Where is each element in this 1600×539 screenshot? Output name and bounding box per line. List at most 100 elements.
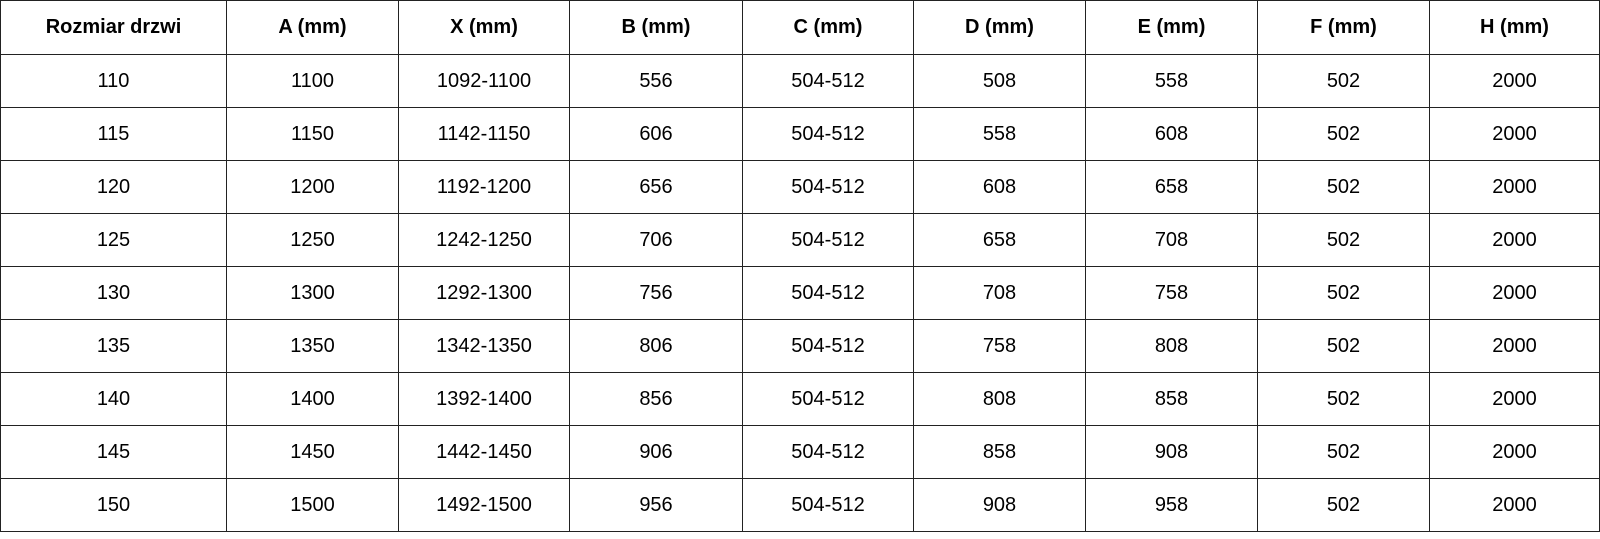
- table-cell: 502: [1257, 425, 1430, 479]
- table-cell: 504-512: [742, 213, 914, 267]
- table-cell: 1300: [226, 266, 399, 320]
- table-cell: 145: [0, 425, 227, 479]
- table-cell: 956: [569, 478, 743, 532]
- column-header: B (mm): [569, 0, 743, 55]
- table-cell: 2000: [1429, 54, 1600, 108]
- table-cell: 1150: [226, 107, 399, 161]
- table-row: 135 1350 1342-1350 806 504-512 758 808 502 2000: [0, 319, 1600, 373]
- table-cell: 120: [0, 160, 227, 214]
- table-cell: 2000: [1429, 372, 1600, 426]
- table-cell: 504-512: [742, 107, 914, 161]
- header-row: Rozmiar drzwi A (mm) X (mm) B (mm) C (mm) D (…: [0, 0, 1600, 55]
- table-cell: 502: [1257, 213, 1430, 267]
- table-cell: 1142-1150: [398, 107, 570, 161]
- table-cell: 808: [1085, 319, 1258, 373]
- table-cell: 2000: [1429, 160, 1600, 214]
- column-header: D (mm): [913, 0, 1086, 55]
- table-cell: 658: [913, 213, 1086, 267]
- table-cell: 1400: [226, 372, 399, 426]
- table-cell: 504-512: [742, 319, 914, 373]
- table-cell: 502: [1257, 160, 1430, 214]
- table-cell: 504-512: [742, 266, 914, 320]
- column-header: E (mm): [1085, 0, 1258, 55]
- table-cell: 1292-1300: [398, 266, 570, 320]
- table-cell: 858: [1085, 372, 1258, 426]
- table-cell: 758: [1085, 266, 1258, 320]
- table-row: 130 1300 1292-1300 756 504-512 708 758 502 2000: [0, 266, 1600, 320]
- table-cell: 756: [569, 266, 743, 320]
- table-cell: 150: [0, 478, 227, 532]
- table-cell: 808: [913, 372, 1086, 426]
- column-header: A (mm): [226, 0, 399, 55]
- table-cell: 708: [1085, 213, 1258, 267]
- table-row: 115 1150 1142-1150 606 504-512 558 608 502 2000: [0, 107, 1600, 161]
- table-cell: 125: [0, 213, 227, 267]
- table-cell: 504-512: [742, 160, 914, 214]
- table-row: 110 1100 1092-1100 556 504-512 508 558 502 2000: [0, 54, 1600, 108]
- table-cell: 504-512: [742, 425, 914, 479]
- table-cell: 1192-1200: [398, 160, 570, 214]
- table-cell: 130: [0, 266, 227, 320]
- table-cell: 502: [1257, 107, 1430, 161]
- table-cell: 1342-1350: [398, 319, 570, 373]
- table-cell: 758: [913, 319, 1086, 373]
- table-cell: 2000: [1429, 425, 1600, 479]
- column-header: X (mm): [398, 0, 570, 55]
- table-cell: 706: [569, 213, 743, 267]
- table-cell: 558: [1085, 54, 1258, 108]
- table-cell: 508: [913, 54, 1086, 108]
- table-cell: 502: [1257, 319, 1430, 373]
- table-cell: 1100: [226, 54, 399, 108]
- table-cell: 140: [0, 372, 227, 426]
- table-row: 120 1200 1192-1200 656 504-512 608 658 502 2000: [0, 160, 1600, 214]
- table-cell: 1200: [226, 160, 399, 214]
- table-cell: 110: [0, 54, 227, 108]
- table-cell: 2000: [1429, 266, 1600, 320]
- table-cell: 1500: [226, 478, 399, 532]
- table-cell: 708: [913, 266, 1086, 320]
- table-cell: 502: [1257, 478, 1430, 532]
- table-cell: 2000: [1429, 478, 1600, 532]
- table-cell: 558: [913, 107, 1086, 161]
- table-cell: 1350: [226, 319, 399, 373]
- table-cell: 2000: [1429, 319, 1600, 373]
- table-cell: 1450: [226, 425, 399, 479]
- table-cell: 1442-1450: [398, 425, 570, 479]
- table-cell: 504-512: [742, 372, 914, 426]
- table-row: 140 1400 1392-1400 856 504-512 808 858 502 2000: [0, 372, 1600, 426]
- column-header: Rozmiar drzwi: [0, 0, 227, 55]
- table-cell: 608: [1085, 107, 1258, 161]
- table-cell: 502: [1257, 54, 1430, 108]
- table-cell: 502: [1257, 372, 1430, 426]
- table-cell: 504-512: [742, 54, 914, 108]
- table-cell: 906: [569, 425, 743, 479]
- table-row: 125 1250 1242-1250 706 504-512 658 708 502 2000: [0, 213, 1600, 267]
- column-header: F (mm): [1257, 0, 1430, 55]
- table-cell: 2000: [1429, 107, 1600, 161]
- table-cell: 1242-1250: [398, 213, 570, 267]
- table-row: 150 1500 1492-1500 956 504-512 908 958 502 2000: [0, 478, 1600, 532]
- column-header: C (mm): [742, 0, 914, 55]
- table-cell: 806: [569, 319, 743, 373]
- table-cell: 2000: [1429, 213, 1600, 267]
- table-cell: 608: [913, 160, 1086, 214]
- table-cell: 606: [569, 107, 743, 161]
- table-cell: 556: [569, 54, 743, 108]
- table-cell: 958: [1085, 478, 1258, 532]
- table-cell: 1092-1100: [398, 54, 570, 108]
- table-cell: 908: [1085, 425, 1258, 479]
- table-cell: 858: [913, 425, 1086, 479]
- table-cell: 1492-1500: [398, 478, 570, 532]
- table-cell: 656: [569, 160, 743, 214]
- table-cell: 1392-1400: [398, 372, 570, 426]
- table-cell: 135: [0, 319, 227, 373]
- column-header: H (mm): [1429, 0, 1600, 55]
- table-cell: 504-512: [742, 478, 914, 532]
- table-cell: 908: [913, 478, 1086, 532]
- table-cell: 502: [1257, 266, 1430, 320]
- table-row: 145 1450 1442-1450 906 504-512 858 908 502 2000: [0, 425, 1600, 479]
- table-cell: 856: [569, 372, 743, 426]
- table-cell: 1250: [226, 213, 399, 267]
- table-cell: 658: [1085, 160, 1258, 214]
